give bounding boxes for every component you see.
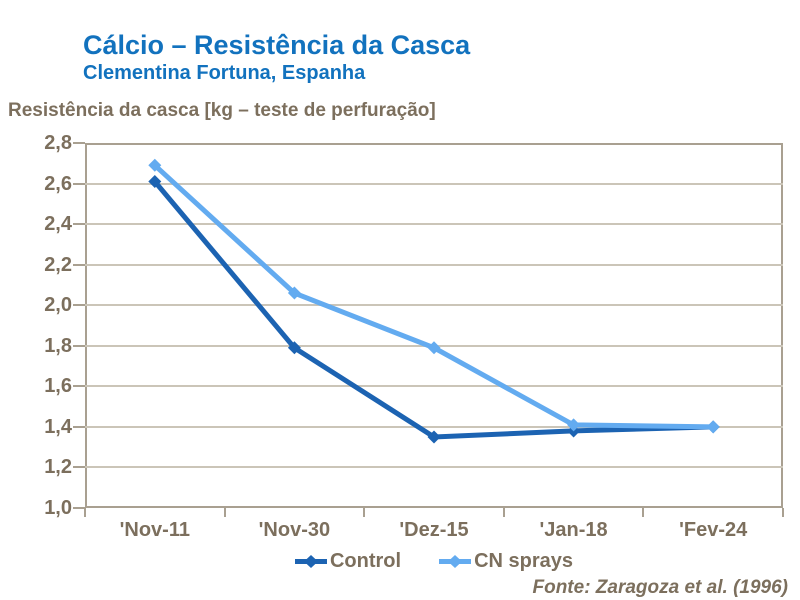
y-axis-title: Resistência da casca [kg – teste de perf… — [8, 100, 436, 121]
data-point-marker-control — [148, 175, 162, 189]
legend-item-cn-sprays: CN sprays — [439, 550, 573, 573]
y-tick-label: 2,4 — [44, 213, 72, 236]
legend-marker-icon — [439, 555, 472, 568]
x-category-label: 'Nov-30 — [258, 519, 331, 541]
legend-label: CN sprays — [474, 550, 574, 572]
x-category-label: 'Nov-11 — [119, 519, 190, 541]
data-point-marker-cn-sprays — [287, 286, 301, 300]
y-gridline — [85, 304, 783, 307]
plot-area — [85, 143, 783, 508]
y-gridline — [85, 223, 783, 226]
y-tick-label: 2,2 — [44, 253, 72, 276]
x-tick-mark — [502, 508, 505, 517]
y-tick-label: 1,2 — [44, 456, 72, 479]
y-tick-label: 1,4 — [44, 415, 72, 438]
y-tick-label: 1,8 — [44, 334, 72, 357]
y-tick-mark — [73, 344, 85, 347]
legend-marker-icon — [294, 555, 327, 568]
page-title: Cálcio – Resistência da Casca — [83, 30, 471, 60]
y-tick-mark — [73, 263, 85, 266]
data-point-marker-cn-sprays — [148, 158, 162, 172]
series-line-cn-sprays — [153, 163, 714, 430]
x-tick-mark — [782, 508, 784, 517]
y-tick-label: 2,0 — [44, 294, 72, 317]
y-tick-mark — [73, 466, 85, 469]
x-tick-mark — [84, 508, 86, 517]
y-gridline — [85, 263, 783, 266]
data-point-marker-cn-sprays — [706, 420, 720, 434]
y-gridline — [85, 182, 783, 185]
y-tick-mark — [73, 223, 85, 226]
legend-label: Control — [329, 550, 402, 572]
legend-item-control: Control — [294, 550, 402, 573]
x-tick-mark — [223, 508, 226, 517]
source-citation: Fonte: Zaragoza et al. (1996) — [532, 577, 788, 598]
y-tick-mark — [73, 304, 85, 307]
data-point-marker-control — [287, 341, 301, 355]
y-gridline — [85, 425, 783, 428]
y-tick-mark — [73, 182, 85, 185]
y-gridline — [85, 466, 783, 469]
x-category-label: 'Dez-15 — [399, 519, 469, 541]
data-point-marker-control — [427, 430, 441, 444]
series-line-control — [152, 179, 714, 440]
data-point-marker-cn-sprays — [567, 418, 581, 432]
y-tick-label: 1,6 — [44, 375, 72, 398]
data-point-marker-cn-sprays — [427, 341, 441, 355]
y-gridline — [85, 385, 783, 388]
x-tick-mark — [642, 508, 645, 517]
y-tick-mark — [73, 507, 85, 509]
x-tick-mark — [363, 508, 366, 517]
y-tick-label: 2,8 — [44, 132, 72, 154]
y-tick-label: 2,6 — [44, 172, 72, 195]
x-category-label: 'Fev-24 — [679, 519, 748, 541]
series-plot — [148, 158, 720, 444]
x-category-label: 'Jan-18 — [539, 519, 608, 541]
legend: Control CN sprays — [85, 550, 783, 573]
y-tick-mark — [73, 385, 85, 388]
y-tick-label: 1,0 — [44, 497, 72, 519]
y-tick-mark — [73, 142, 85, 144]
page-subtitle: Clementina Fortuna, Espanha — [83, 62, 366, 84]
y-tick-mark — [73, 425, 85, 428]
